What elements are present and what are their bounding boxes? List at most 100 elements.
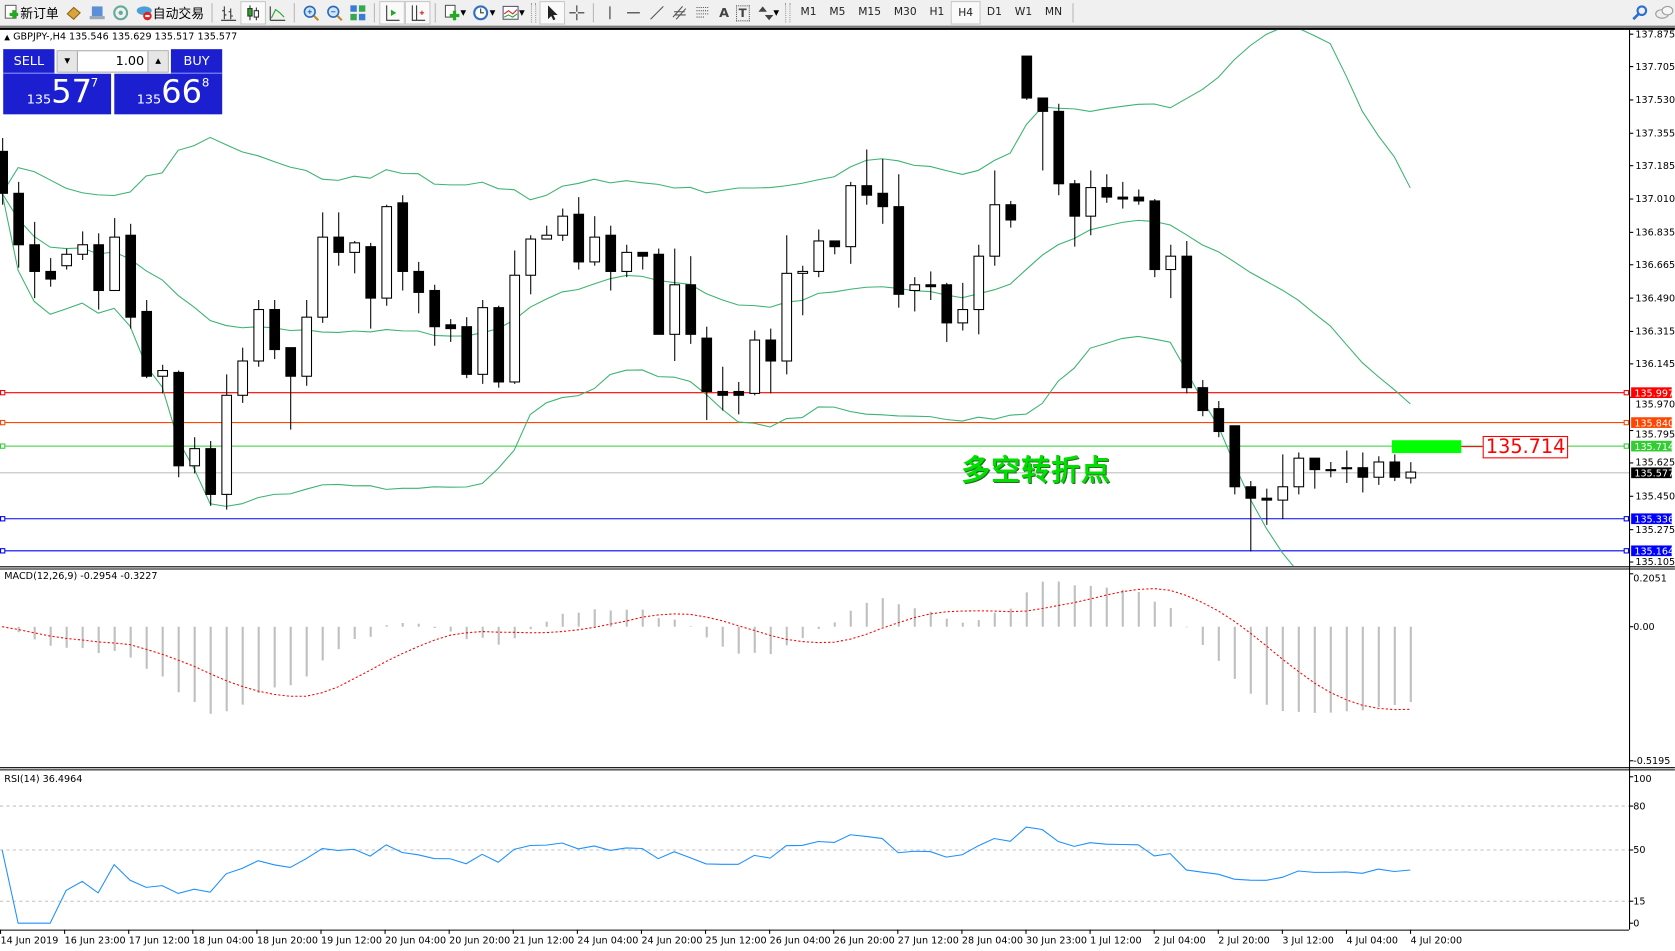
candle [125,223,137,329]
vertical-line-button[interactable] [598,1,622,25]
level-price-tag-text: 135.840 [1634,418,1674,429]
text-label-button[interactable]: T [732,1,753,25]
arrows-button[interactable]: ▼ [753,1,782,25]
horizontal-line-button[interactable] [622,1,646,25]
candle-body-bull [557,215,569,236]
tile-windows-button[interactable] [346,1,370,25]
crosshair-button[interactable] [565,1,589,25]
chart-shift-button[interactable] [404,1,431,25]
rsi-tick-label: 0 [1633,918,1639,929]
candle [333,212,345,266]
candle [1373,456,1385,485]
timeframe-h1[interactable]: H1 [929,5,945,18]
candle [1069,179,1081,247]
candle [541,225,553,240]
candle [509,250,521,384]
level-handle [0,548,6,554]
zoom-in-button[interactable] [299,1,323,25]
timeframe-m1[interactable]: M1 [800,5,817,18]
candle [189,437,201,474]
pivot-annotation-text[interactable]: 多空转折点 [961,454,1111,488]
candlestick-icon [245,4,262,21]
candle [1261,488,1273,525]
candle [205,441,217,506]
line-chart-icon [269,4,286,21]
collapse-arrow-icon[interactable]: ▲ [4,33,11,42]
level-price-tag-text: 135.997 [1634,388,1674,399]
candle-body-bear [413,270,425,293]
candle [1389,454,1401,482]
templates-button[interactable]: ▼ [499,1,528,25]
candle-body-bear [1261,497,1273,501]
candle [493,305,505,388]
lot-increase-button[interactable]: ▲ [147,51,168,72]
signals-button[interactable] [109,1,133,25]
lot-stepper[interactable]: ▼ 1.00 ▲ [56,50,169,73]
timeframe-h4[interactable]: H4 [950,1,981,25]
signals-icon [112,4,129,21]
trendline-button[interactable] [645,1,669,25]
chart-canvas[interactable]: 137.875 137.705 137.530 137.355 137.185 137.0… [0,27,1675,951]
fibonacci-button[interactable] [692,1,716,25]
candle-body-bull [1405,471,1417,479]
buy-price[interactable]: 135 66 8 [114,73,223,115]
candle [285,347,297,430]
market-watch-button[interactable] [62,1,86,25]
candle-body-bear [685,284,697,335]
price-tick-label: 137.705 [1635,62,1675,73]
rsi-tick-label: 15 [1633,896,1645,907]
candle-body-bull [237,360,249,396]
new-order-button[interactable]: 新订单 [0,1,62,25]
indicators-button[interactable]: ▼ [440,1,469,25]
rsi-tick-label: 80 [1633,801,1645,812]
buy-button[interactable]: BUY [170,49,223,74]
candlestick-button[interactable] [240,1,267,25]
candle [0,138,9,205]
timeframe-mn[interactable]: MN [1044,5,1063,18]
lot-input[interactable]: 1.00 [115,53,145,69]
toolbar-grip[interactable] [785,3,791,23]
price-tick-label: 135.970 [1635,400,1675,411]
candle-body-bull [589,236,601,263]
candle-body-bull [1325,469,1337,472]
timeframe-m15[interactable]: M15 [858,5,882,18]
pivot-price-label[interactable]: 135.714 [1482,435,1569,459]
zoom-out-button[interactable] [323,1,347,25]
candle [1181,240,1193,394]
market-watch-icon [65,4,82,21]
timeframe-m5[interactable]: M5 [829,5,846,18]
timeframe-w1[interactable]: W1 [1014,5,1033,18]
lot-decrease-button[interactable]: ▼ [57,51,78,72]
time-tick-label: 18 Jun 20:00 [257,935,318,946]
price-tick-label: 135.795 [1635,430,1675,441]
timeframe-d1[interactable]: D1 [986,5,1002,18]
level-price-tags: 135.997 135.840 135.714 135.577 135.336 135.1… [0,387,1674,558]
line-chart-button[interactable] [266,1,290,25]
equidistant-channel-button[interactable] [669,1,693,25]
auto-trading-button[interactable]: 自动交易 [132,1,207,25]
time-tick-label: 25 Jun 12:00 [706,935,767,946]
search-button[interactable] [1628,1,1652,25]
bar-chart-button[interactable] [217,1,241,25]
time-tick-label: 30 Jun 23:00 [1026,935,1087,946]
trendline-icon [649,4,666,21]
rsi-line [1,826,1411,924]
auto-scroll-button[interactable] [379,1,405,25]
toolbar-grip[interactable] [531,3,537,23]
cursor-button[interactable] [539,1,566,25]
candle [77,231,89,261]
timeframe-m30[interactable]: M30 [893,5,917,18]
price-axis: 137.875 137.705 137.530 137.355 137.185 137.0… [1629,29,1675,568]
candle [1245,481,1257,552]
separator [434,3,436,23]
periodicity-button[interactable]: ▼ [469,1,498,25]
sell-button[interactable]: SELL [3,49,55,74]
navigator-button[interactable] [85,1,109,25]
dropdown-arrow-icon: ▼ [773,8,780,18]
level-price-tag [1631,440,1672,452]
candle [941,282,953,342]
text-button[interactable]: A [716,1,732,25]
buy-price-pips: 66 [161,73,203,112]
sell-price[interactable]: 135 57 7 [3,73,112,115]
chat-button[interactable] [1651,1,1675,25]
